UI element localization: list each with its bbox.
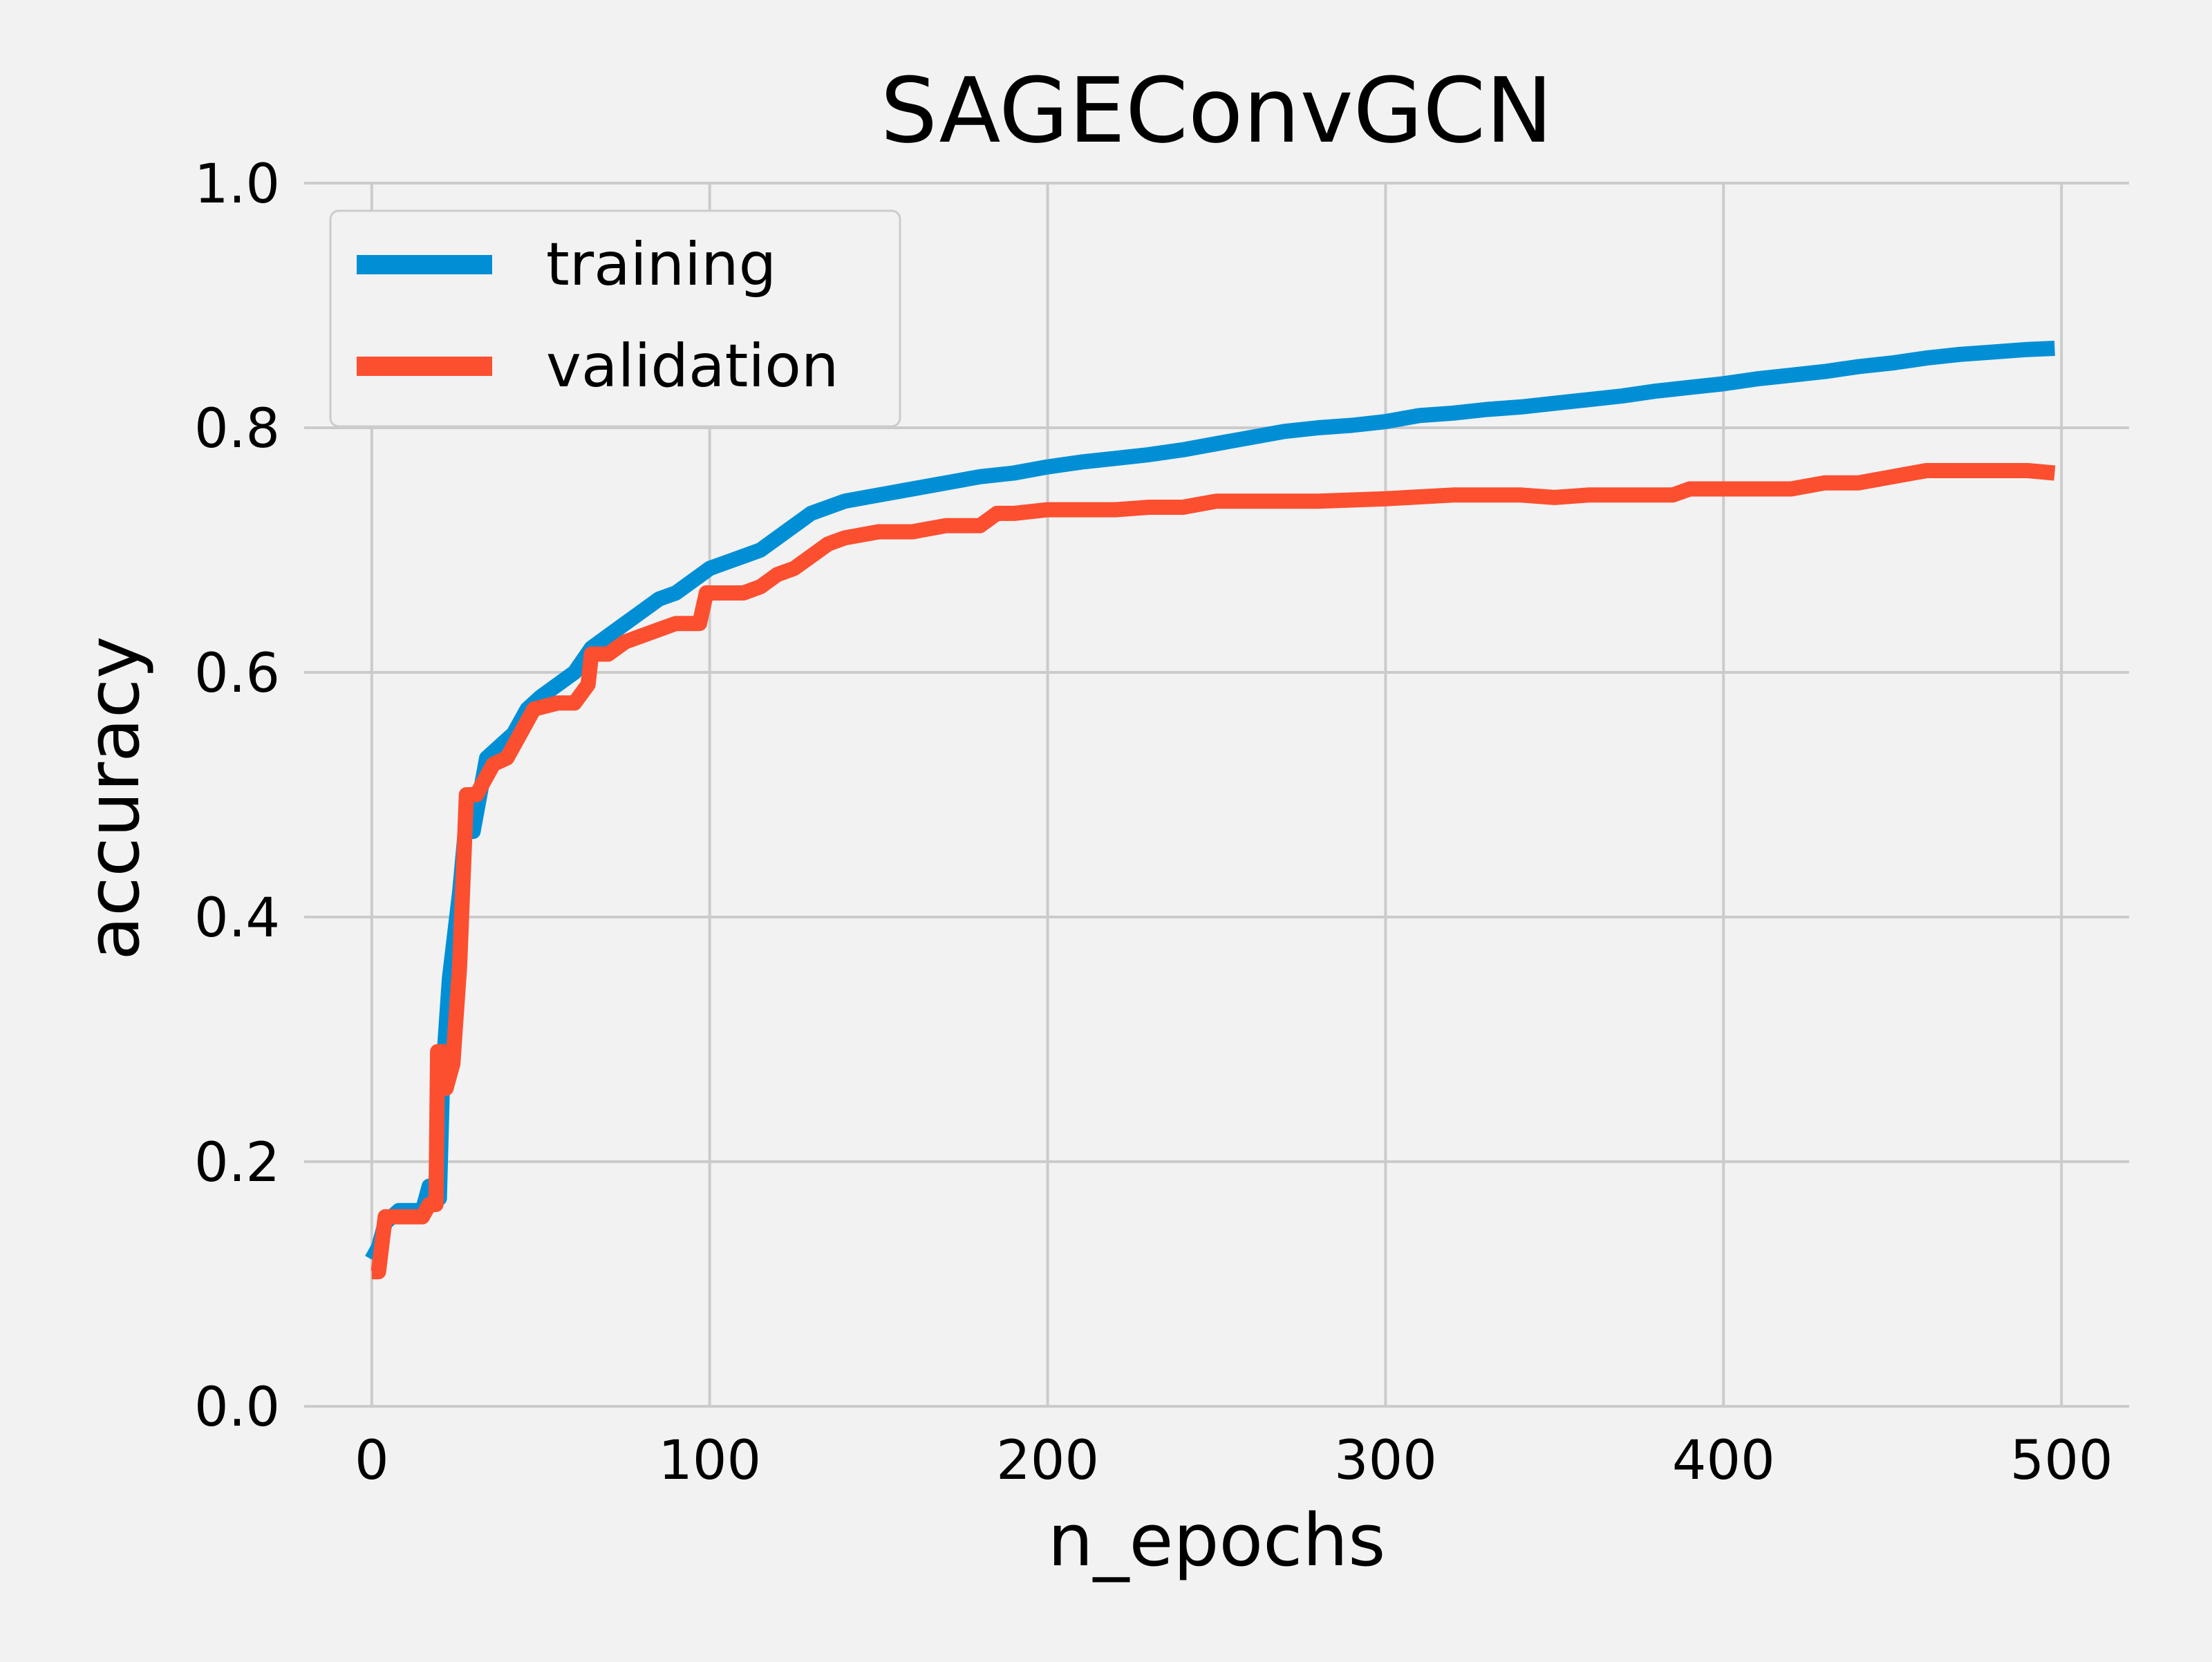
chart-title: SAGEConvGCN (881, 58, 1553, 163)
x-tick-label: 100 (658, 1430, 761, 1492)
y-tick-label: 0.2 (194, 1132, 280, 1194)
legend-training-label: training (546, 230, 776, 299)
grid (304, 182, 2129, 1408)
x-tick-label: 0 (355, 1430, 389, 1492)
y-tick-label: 0.6 (194, 643, 280, 705)
x-tick-label: 300 (1334, 1430, 1437, 1492)
legend: training validation (329, 209, 901, 428)
legend-validation-label: validation (546, 332, 838, 401)
y-tick-label: 0.4 (194, 887, 280, 950)
x-axis-label: n_epochs (1048, 1498, 1386, 1583)
x-tick-label: 500 (2010, 1430, 2113, 1492)
series-line-training (365, 341, 2055, 1263)
x-tick-label: 400 (1672, 1430, 1775, 1492)
y-tick-label: 1.0 (194, 153, 280, 216)
series-line-validation (371, 463, 2056, 1280)
y-tick-label: 0.8 (194, 398, 280, 460)
y-tick-label: 0.0 (194, 1377, 280, 1439)
x-tick-label: 200 (996, 1430, 1099, 1492)
series-lines (365, 341, 2056, 1280)
y-axis-label: accuracy (71, 636, 156, 960)
tick-labels: 0 100 200 300 400 500 0.0 0.2 0.4 0.6 0.8 1.0 (194, 153, 2113, 1492)
